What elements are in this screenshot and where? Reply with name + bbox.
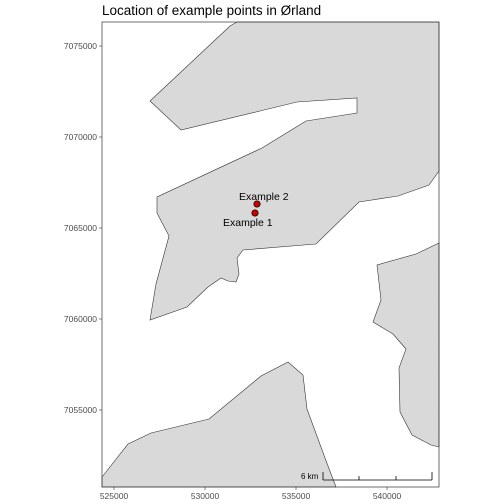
points-layer: Example 2 Example 1: [223, 191, 289, 229]
x-tick-label: 535000: [282, 491, 311, 501]
point-label-example-1: Example 1: [223, 217, 273, 229]
x-axis: 525000 530000 535000 540000: [100, 487, 402, 501]
point-label-example-2: Example 2: [239, 191, 289, 203]
y-axis: 7075000 7070000 7065000 7060000 7055000: [64, 41, 102, 415]
panel-border: [101, 21, 440, 488]
land-northern-spit: [149, 21, 440, 321]
y-tick-label: 7055000: [64, 405, 97, 415]
y-tick-label: 7065000: [64, 223, 97, 233]
scale-bar-label: 6 km: [301, 472, 319, 481]
land-eastern-headland: [372, 242, 440, 448]
map-title: Location of example points in Ørland: [102, 3, 321, 18]
x-tick-label: 525000: [100, 491, 129, 501]
y-tick-label: 7060000: [64, 314, 97, 324]
y-tick-label: 7075000: [64, 41, 97, 51]
x-tick-label: 530000: [191, 491, 220, 501]
x-tick-label: 540000: [373, 491, 402, 501]
point-example-1[interactable]: [251, 209, 259, 217]
y-tick-label: 7070000: [64, 132, 97, 142]
map-panel: Example 2 Example 1 6 km: [101, 21, 440, 488]
point-example-2[interactable]: [253, 200, 261, 208]
scale-bar: 6 km: [301, 472, 433, 481]
